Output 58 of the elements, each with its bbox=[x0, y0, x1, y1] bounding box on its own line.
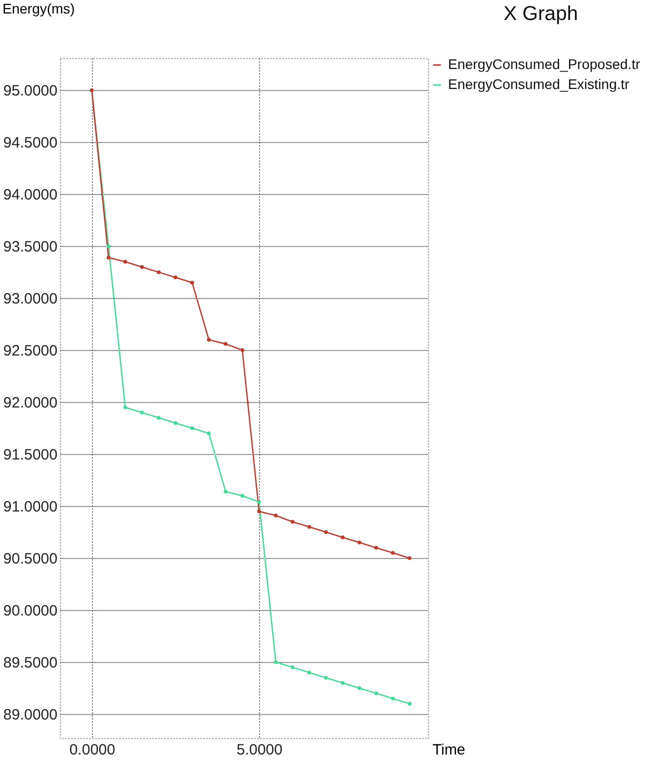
point bbox=[340, 681, 345, 685]
point bbox=[106, 244, 110, 248]
y-tick-label: 92.5000 bbox=[3, 342, 58, 360]
legend-label: EnergyConsumed_Proposed.tr bbox=[448, 56, 641, 72]
point bbox=[190, 426, 194, 430]
x-tick-label: 0.0000 bbox=[69, 742, 116, 758]
y-tick-label: 95.0000 bbox=[3, 82, 58, 100]
point bbox=[207, 338, 211, 342]
y-tick-label: 90.5000 bbox=[3, 550, 58, 568]
point bbox=[140, 410, 144, 414]
point bbox=[391, 696, 395, 700]
y-tick-label: 92.0000 bbox=[3, 394, 58, 412]
point bbox=[374, 691, 378, 696]
point bbox=[290, 520, 294, 524]
y-tick-label: 94.0000 bbox=[3, 186, 58, 204]
y-tick-label: 89.5000 bbox=[3, 654, 58, 672]
point bbox=[374, 546, 378, 550]
point bbox=[123, 260, 128, 264]
point bbox=[240, 348, 244, 352]
point bbox=[257, 509, 261, 514]
point bbox=[190, 280, 194, 284]
point bbox=[257, 500, 261, 504]
point bbox=[156, 416, 161, 420]
text: X Graph bbox=[504, 3, 578, 25]
point bbox=[307, 670, 312, 674]
x-axis-title: Time bbox=[432, 742, 466, 758]
point bbox=[358, 686, 362, 690]
point bbox=[207, 431, 211, 436]
x-tick-label: 5.0000 bbox=[236, 742, 282, 758]
point bbox=[174, 276, 178, 280]
point bbox=[358, 540, 362, 544]
y-axis-title: Energy(ms) bbox=[2, 0, 75, 16]
y-tick-label: 90.0000 bbox=[3, 602, 58, 620]
y-tick-label: 93.0000 bbox=[3, 290, 58, 308]
point bbox=[408, 702, 412, 706]
y-tick-label: 89.0000 bbox=[3, 706, 58, 724]
point bbox=[324, 530, 328, 534]
legend-label: EnergyConsumed_Existing.tr bbox=[448, 76, 630, 92]
y-tick-label: 91.0000 bbox=[3, 498, 58, 516]
point bbox=[174, 421, 178, 425]
y-tick-label: 94.5000 bbox=[3, 134, 58, 152]
point bbox=[324, 676, 328, 680]
point bbox=[106, 256, 110, 260]
point bbox=[156, 270, 161, 274]
point bbox=[224, 490, 228, 494]
point bbox=[274, 660, 278, 664]
point bbox=[274, 514, 278, 518]
point bbox=[290, 665, 294, 670]
point bbox=[307, 525, 312, 529]
point bbox=[224, 342, 228, 346]
y-tick-label: 91.5000 bbox=[3, 446, 58, 464]
y-tick-label: 93.5000 bbox=[3, 238, 58, 256]
point bbox=[140, 265, 144, 269]
point bbox=[123, 405, 128, 410]
point bbox=[391, 551, 395, 555]
point bbox=[240, 494, 244, 498]
point bbox=[340, 535, 345, 540]
point bbox=[408, 556, 412, 560]
